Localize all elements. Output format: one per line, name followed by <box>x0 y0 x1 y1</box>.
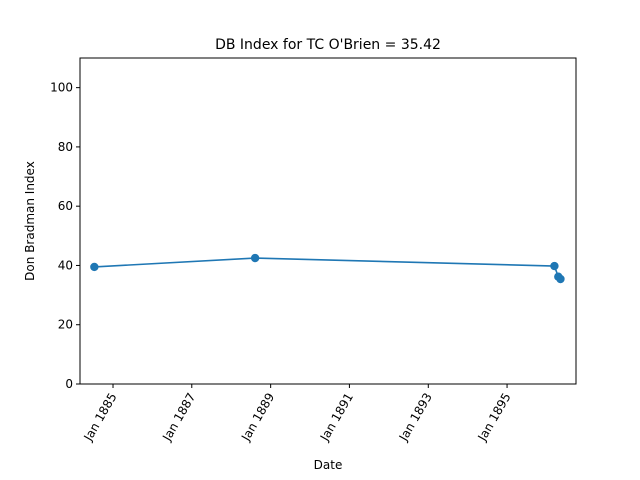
x-tick-label: Jan 1887 <box>159 391 198 445</box>
plot-area <box>80 58 576 384</box>
y-tick-label: 40 <box>58 258 73 272</box>
x-tick-label: Jan 1893 <box>396 391 435 445</box>
plot-frame <box>79 57 577 385</box>
y-tick-label: 60 <box>58 199 73 213</box>
x-tick-label: Jan 1891 <box>317 391 356 445</box>
x-axis-ticks: Jan 1885 Jan 1887 Jan 1889 Jan 1891 Jan 1893… <box>81 384 514 444</box>
data-point <box>556 274 565 284</box>
x-tick-label: Jan 1885 <box>81 391 120 445</box>
y-axis-label: Don Bradman Index <box>23 161 37 281</box>
y-tick-label: 0 <box>65 377 73 391</box>
y-tick-label: 20 <box>58 318 73 332</box>
data-point <box>250 253 260 263</box>
chart-title: DB Index for TC O'Brien = 35.42 <box>215 37 441 53</box>
y-axis-ticks: 0 20 40 60 80 100 <box>50 81 80 391</box>
x-axis-label: Date <box>314 458 343 472</box>
series-layer <box>90 253 565 284</box>
data-point <box>550 261 559 271</box>
y-tick-label: 100 <box>50 81 73 95</box>
x-tick-label: Jan 1889 <box>238 391 277 445</box>
y-tick-label: 80 <box>58 140 73 154</box>
x-tick-label: Jan 1895 <box>475 391 514 445</box>
data-point <box>90 262 99 272</box>
